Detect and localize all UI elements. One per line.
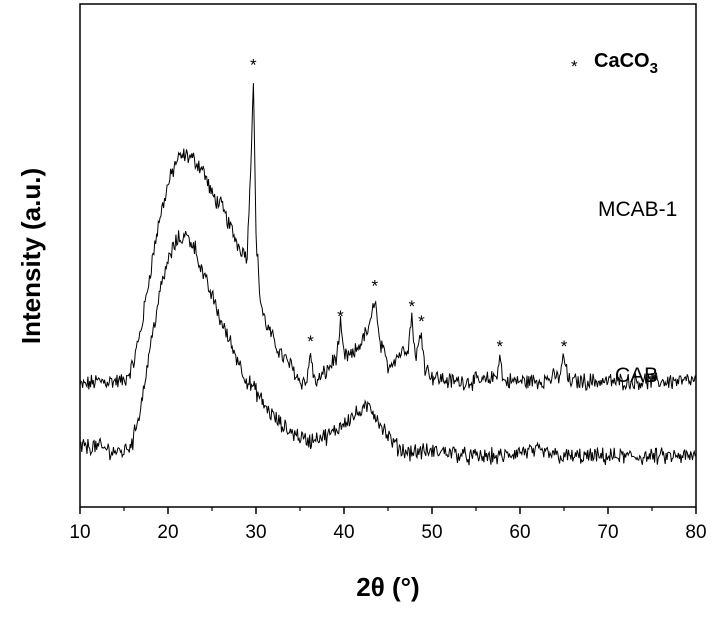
peak-marker-0: * — [250, 55, 257, 74]
series-line-cab — [79, 230, 697, 466]
x-tick-label-40: 40 — [333, 522, 354, 543]
legend-subscript: 3 — [650, 60, 658, 77]
peak-marker-1: * — [307, 332, 314, 351]
series-label-mcab-1: MCAB-1 — [598, 198, 677, 221]
series-line-mcab-1 — [79, 83, 697, 391]
marker-layer: ******* * — [250, 55, 568, 356]
legend-text: CaCO — [594, 50, 650, 72]
x-tick-label-20: 20 — [157, 522, 178, 543]
x-tick-label-80: 80 — [685, 522, 706, 543]
x-tick-label-30: 30 — [245, 522, 266, 543]
x-tick-label-10: 10 — [69, 522, 90, 543]
y-axis-title: Intensity (a.u.) — [16, 168, 46, 344]
legend-symbol: * — [571, 57, 578, 76]
x-tick-label-60: 60 — [509, 522, 530, 543]
x-tick-label-50: 50 — [421, 522, 442, 543]
series-label-cab: CAB — [615, 364, 658, 387]
series-layer — [79, 83, 697, 466]
peak-marker-6: * — [496, 337, 503, 356]
plot-frame — [79, 3, 697, 508]
peak-marker-2: * — [337, 307, 344, 326]
x-axis-title: 2θ (°) — [356, 572, 419, 602]
x-tick-label-70: 70 — [597, 522, 618, 543]
peak-marker-5: * — [418, 312, 425, 331]
legend-label: CaCO3 — [594, 50, 658, 77]
legend: * CaCO3 — [571, 50, 658, 77]
x-ticks: 10 20 30 40 50 60 70 80 — [69, 507, 707, 543]
peak-marker-3: * — [371, 277, 378, 296]
peak-marker-7: * — [561, 337, 568, 356]
peak-marker-4: * — [408, 297, 415, 316]
